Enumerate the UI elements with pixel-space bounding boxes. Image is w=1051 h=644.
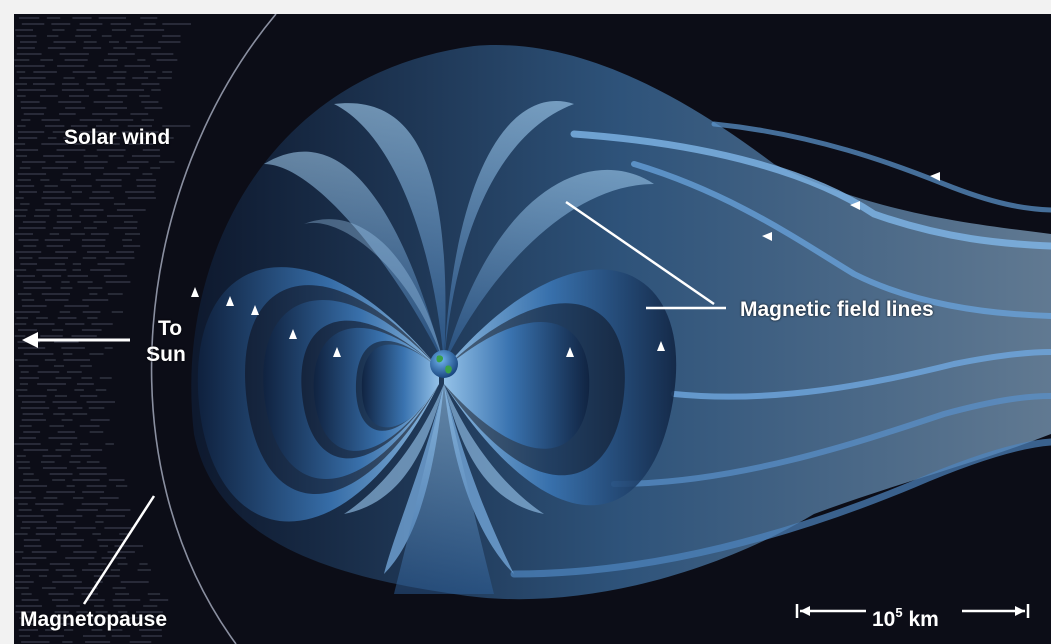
sun-direction-arrow-icon bbox=[22, 332, 130, 348]
diagram-canvas bbox=[14, 14, 1051, 644]
annotation-leader-lines bbox=[82, 200, 726, 605]
scale-value: 105 km bbox=[872, 605, 939, 631]
magnetic-field-lines-label: Magnetic field lines bbox=[740, 298, 934, 321]
magnetopause-boundary bbox=[150, 14, 277, 644]
polar-cusp-south bbox=[344, 384, 544, 594]
sun-label: Sun bbox=[146, 343, 186, 366]
solar-wind-streaks bbox=[14, 17, 191, 643]
scale-bar-icon bbox=[795, 604, 1030, 618]
to-label: To bbox=[157, 317, 183, 340]
field-direction-arrow-icons bbox=[191, 172, 940, 357]
magnetopause-label: Magnetopause bbox=[20, 608, 168, 631]
dayside-field-loops bbox=[197, 267, 439, 522]
tail-field-lines bbox=[510, 121, 1051, 578]
polar-cusp-north bbox=[264, 101, 654, 364]
magnetosphere-diagram: Solar wind To Sun Magnetic field lines M… bbox=[14, 14, 1051, 644]
earth-icon bbox=[430, 350, 458, 378]
nightside-field-loops bbox=[444, 269, 677, 506]
solar-wind-label: Solar wind bbox=[64, 126, 171, 149]
